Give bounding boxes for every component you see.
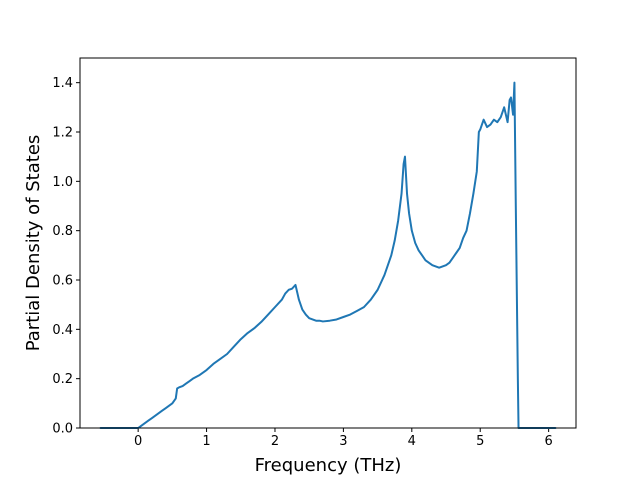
ticks-layer: 0 1 2 3 4 5 6 0.0 0.2 0.4 0.6 0.8 1.0 1.2 1.4 [52, 76, 552, 449]
x-tick-label: 5 [476, 434, 484, 449]
y-tick-label: 0.4 [52, 323, 73, 338]
y-tick-label: 0.2 [52, 372, 73, 387]
x-tick-label: 4 [408, 434, 416, 449]
x-tick-label: 2 [271, 434, 279, 449]
y-tick-label: 1.2 [52, 126, 73, 141]
x-tick-label: 0 [134, 434, 142, 449]
x-tick-label: 1 [202, 434, 210, 449]
y-tick-label: 1.0 [52, 175, 73, 190]
series-layer [99, 81, 557, 429]
y-tick-label: 0.8 [52, 224, 73, 239]
y-axis-label: Partial Density of States [23, 135, 44, 352]
y-tick-label: 0.6 [52, 274, 73, 289]
pdos-series-line-0 [99, 81, 557, 429]
x-tick-label: 6 [544, 434, 552, 449]
x-tick-label: 3 [339, 434, 347, 449]
plot-frame [79, 57, 577, 429]
x-axis-label: Frequency (THz) [255, 455, 402, 476]
y-tick-label: 1.4 [52, 76, 73, 91]
y-tick-label: 0.0 [52, 422, 73, 437]
